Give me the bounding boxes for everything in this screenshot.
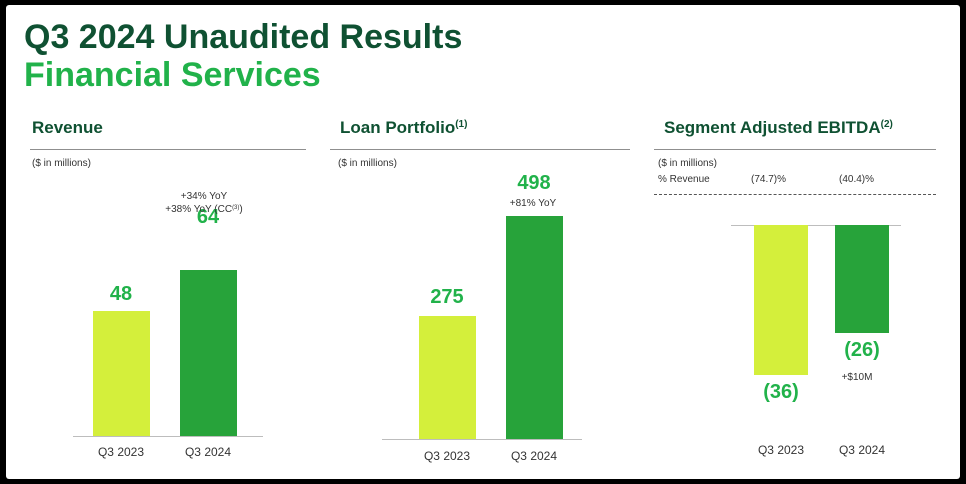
page-subtitle: Financial Services [24,56,321,94]
ebitda-pct-q3-2024: (40.4)% [839,174,875,185]
revenue-bar-q3-2024 [179,269,237,436]
ebitda-bar-q3-2023 [754,225,808,376]
ebitda-x-tick-2: Q3 2024 [838,443,886,457]
revenue-x-tick-1: Q3 2023 [97,445,145,459]
ebitda-value-label-1: (36) [763,381,799,404]
loan-bar-q3-2024 [505,215,563,439]
loan-x-tick-1: Q3 2023 [423,449,471,463]
revenue-note-cc: +38% YoY (CC(3)) [165,204,243,215]
loan-title-text: Loan Portfolio [340,118,456,137]
revenue-value-label-2: 64 [196,205,220,228]
revenue-title-text: Revenue [32,118,103,137]
revenue-rule [30,149,306,150]
loan-panel: Loan Portfolio(1) ($ in millions) 275 Q3 … [330,118,630,468]
ebitda-title: Segment Adjusted EBITDA(2) [664,118,893,138]
revenue-note-cc-close: ) [239,204,243,215]
ebitda-pct-label: % Revenue [658,174,710,185]
loan-value-label-2: 498 [517,171,551,194]
ebitda-note-delta: +$10M [841,372,873,383]
loan-title-sup: (1) [455,119,468,130]
ebitda-panel: Segment Adjusted EBITDA(2) ($ in million… [654,118,936,468]
revenue-x-tick-2: Q3 2024 [184,445,232,459]
ebitda-units: ($ in millions) [658,158,717,169]
revenue-note-yoy: +34% YoY [180,191,228,202]
ebitda-bar-q3-2024 [835,225,889,334]
slide: Q3 2024 Unaudited Results Financial Serv… [6,5,960,479]
ebitda-title-text: Segment Adjusted EBITDA [664,118,881,137]
ebitda-rule [654,149,936,150]
loan-axis [382,439,582,440]
loan-value-label-1: 275 [430,285,464,308]
revenue-title: Revenue [32,118,103,138]
revenue-units: ($ in millions) [32,158,91,169]
ebitda-value-label-2: (26) [844,339,880,362]
revenue-panel: Revenue ($ in millions) 48 Q3 2023 64 Q3 20… [30,118,306,468]
ebitda-x-tick-1: Q3 2023 [757,443,805,457]
ebitda-zero-axis [731,225,901,226]
revenue-bar-q3-2023 [92,311,150,436]
ebitda-dashed-divider [654,194,936,195]
loan-bar-q3-2023 [418,315,476,439]
revenue-axis [73,436,263,437]
loan-note-yoy: +81% YoY [509,198,557,209]
revenue-note-cc-text: +38% YoY (CC [165,204,233,215]
revenue-note-cc-sup: (3) [232,205,240,211]
loan-title: Loan Portfolio(1) [340,118,467,138]
ebitda-title-sup: (2) [880,119,893,130]
loan-rule [330,149,630,150]
loan-units: ($ in millions) [338,158,397,169]
ebitda-pct-q3-2023: (74.7)% [751,174,787,185]
loan-x-tick-2: Q3 2024 [510,449,558,463]
page-title: Q3 2024 Unaudited Results [24,18,463,56]
revenue-value-label-1: 48 [109,283,133,306]
